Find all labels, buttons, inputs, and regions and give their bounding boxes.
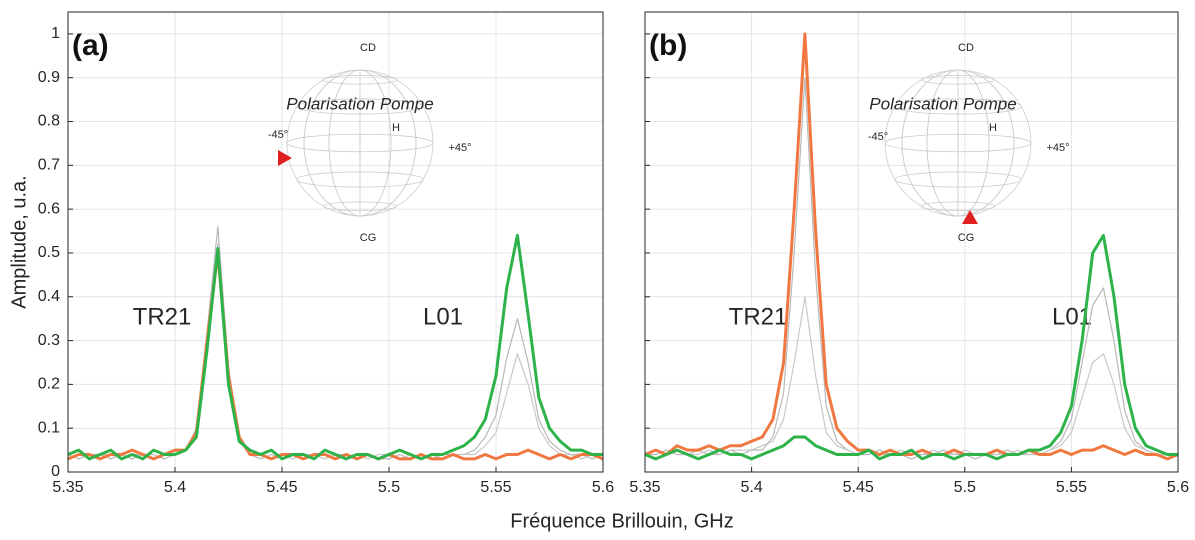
y-tick-label: 0.3 [38, 332, 60, 349]
y-tick-label: 0.9 [38, 69, 60, 86]
annotation: -45° [268, 129, 288, 141]
x-axis-label: Fréquence Brillouin, GHz [510, 510, 733, 532]
series-line [68, 227, 603, 459]
y-tick-label: 0.5 [38, 244, 60, 261]
x-tick-label: 5.45 [266, 479, 297, 496]
annotation: H [392, 122, 400, 134]
x-tick-label: 5.5 [378, 479, 400, 496]
annotation: TR21 [133, 303, 192, 330]
x-tick-label: 5.35 [629, 479, 660, 496]
annotation: +45° [448, 142, 471, 154]
series-line [645, 78, 1178, 459]
x-tick-label: 5.6 [592, 479, 614, 496]
annotation: +45° [1046, 142, 1069, 154]
x-tick-label: 5.4 [740, 479, 762, 496]
panel-label: (a) [72, 29, 109, 62]
y-tick-label: 0.4 [38, 288, 60, 305]
annotation: CD [958, 42, 974, 54]
x-tick-label: 5.55 [1056, 479, 1087, 496]
y-axis-label: Amplitude, u.a. [8, 175, 30, 308]
annotation: TR21 [729, 303, 788, 330]
poincare-sphere [287, 70, 433, 216]
annotation: -45° [868, 131, 888, 143]
series-line [645, 297, 1178, 455]
y-tick-label: 0.2 [38, 376, 60, 393]
x-tick-label: 5.6 [1167, 479, 1189, 496]
x-tick-label: 5.45 [843, 479, 874, 496]
x-tick-label: 5.4 [164, 479, 186, 496]
y-tick-label: 0.1 [38, 419, 60, 436]
annotation: CG [360, 232, 377, 244]
panel-label: (b) [649, 29, 687, 62]
annotation: Polarisation Pompe [286, 94, 433, 113]
x-tick-label: 5.5 [954, 479, 976, 496]
y-tick-label: 0.8 [38, 113, 60, 130]
x-tick-label: 5.35 [52, 479, 83, 496]
y-tick-label: 0 [51, 463, 60, 480]
annotation: CD [360, 42, 376, 54]
annotation: CG [958, 232, 975, 244]
poincare-sphere [885, 70, 1031, 216]
series-line [68, 235, 603, 459]
y-tick-label: 0.6 [38, 200, 60, 217]
series-line [645, 235, 1178, 459]
annotation: L01 [423, 303, 463, 330]
y-tick-label: 1 [51, 25, 60, 42]
annotation: H [989, 122, 997, 134]
annotation: Polarisation Pompe [869, 94, 1016, 113]
y-tick-label: 0.7 [38, 157, 60, 174]
axes-box [68, 12, 603, 472]
x-tick-label: 5.55 [480, 479, 511, 496]
